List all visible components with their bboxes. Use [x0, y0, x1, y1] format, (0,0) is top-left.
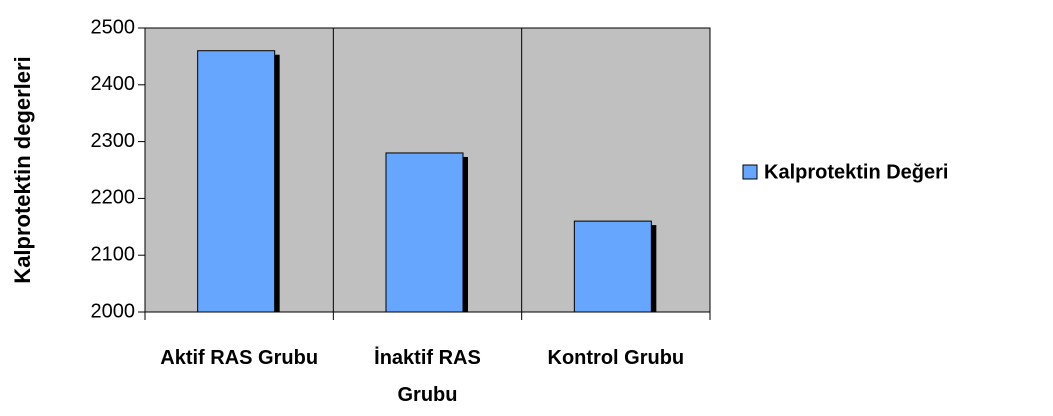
legend-swatch: [742, 164, 758, 180]
bar: [385, 152, 464, 313]
y-axis-label: Kalprotektin degerleri: [10, 56, 35, 283]
legend-label: Kalprotektin Değeri: [764, 161, 948, 183]
bar: [573, 220, 652, 313]
y-tick-label: 2500: [91, 16, 136, 38]
x-tick-label: Aktif RAS Grubu: [160, 347, 319, 369]
y-tick-label: 2400: [91, 73, 136, 95]
bar: [197, 50, 276, 313]
y-tick-label: 2200: [91, 187, 136, 209]
y-tick-label: 2000: [91, 300, 136, 322]
x-tick-label: Kontrol Grubu: [547, 347, 685, 369]
x-tick-label: İnaktif RAS Grubu: [374, 347, 481, 406]
y-tick-label: 2100: [91, 243, 136, 265]
y-tick-label: 2300: [91, 130, 136, 152]
